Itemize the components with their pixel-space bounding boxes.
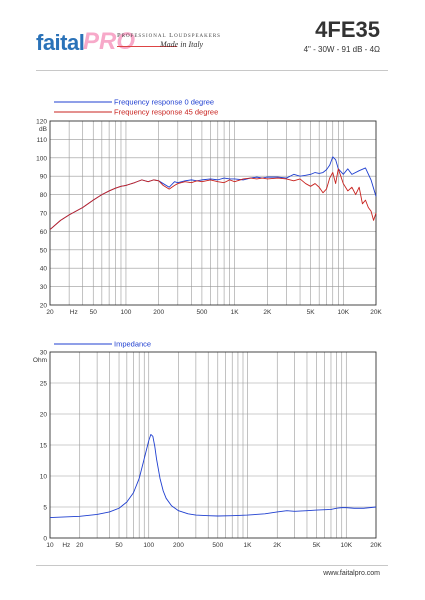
x-tick-label: 500	[212, 542, 223, 549]
footer-divider	[36, 565, 388, 566]
x-tick-label: 20K	[370, 309, 382, 316]
page-header: faital PRO Professional Loudspeakers Mad…	[0, 0, 425, 72]
x-tick-label: 20	[46, 309, 54, 316]
legend-label: Impedance	[114, 340, 151, 349]
brand-tagline: Professional Loudspeakers	[117, 32, 221, 39]
y-tick-label: 25	[40, 381, 48, 388]
y-tick-label: 90	[40, 174, 48, 181]
x-tick-label: 50	[115, 542, 123, 549]
x-tick-label: 200	[173, 542, 184, 549]
y-tick-label: 100	[36, 155, 47, 162]
y-tick-label: 110	[37, 137, 48, 144]
x-tick-label: 5K	[307, 309, 316, 316]
website-url: www.faitalpro.com	[323, 570, 380, 577]
x-tick-label: 50	[90, 309, 98, 316]
y-tick-label: 5	[43, 505, 47, 512]
y-tick-label: 80	[40, 192, 48, 199]
x-tick-label: 2K	[273, 542, 282, 549]
x-tick-label: Hz	[70, 309, 78, 316]
x-tick-label: 1K	[244, 542, 253, 549]
series-line-frequency-response-0-degree	[49, 156, 377, 230]
made-in-underline	[117, 46, 177, 47]
y-tick-label: 20	[40, 412, 48, 419]
x-tick-label: 10	[46, 542, 54, 549]
x-tick-label: 5K	[313, 542, 322, 549]
x-tick-label: 20K	[370, 542, 382, 549]
y-tick-label: 50	[40, 247, 48, 254]
y-tick-label: 30	[40, 350, 48, 357]
y-tick-label: 120	[36, 119, 47, 126]
y-tick-label: 60	[40, 229, 48, 236]
made-in-italy: Made in Italy	[160, 40, 204, 49]
plot-frame	[49, 351, 377, 539]
x-tick-label: 1K	[231, 309, 240, 316]
logo-pro-text: PRO	[83, 28, 136, 55]
y-axis-unit: dB	[39, 126, 47, 133]
y-tick-label: 10	[40, 474, 48, 481]
x-tick-label: 20	[76, 542, 84, 549]
x-tick-label: 100	[143, 542, 154, 549]
x-tick-label: 2K	[263, 309, 272, 316]
y-tick-label: 0	[43, 536, 47, 543]
y-tick-label: 30	[40, 284, 48, 291]
legend-label: Frequency response 0 degree	[114, 98, 214, 107]
y-axis-unit: Ohm	[33, 357, 47, 364]
series-line-impedance	[49, 434, 377, 518]
x-tick-label: Hz	[62, 542, 70, 549]
y-tick-label: 20	[40, 303, 48, 310]
y-tick-label: 70	[40, 211, 48, 218]
logo-faital-text: faital	[36, 30, 85, 55]
header-divider	[36, 70, 388, 71]
y-tick-label: 40	[40, 266, 48, 273]
x-tick-label: 200	[153, 309, 164, 316]
model-title: 4FE35	[315, 17, 380, 42]
x-tick-label: 10K	[340, 542, 352, 549]
legend-label: Frequency response 45 degree	[114, 108, 218, 117]
x-tick-label: 100	[121, 309, 132, 316]
x-tick-label: 500	[196, 309, 207, 316]
y-tick-label: 15	[40, 443, 48, 450]
x-tick-label: 10K	[337, 309, 349, 316]
model-specs: 4" - 30W - 91 dB - 4Ω	[303, 45, 380, 54]
series-line-frequency-response-45-degree	[49, 168, 377, 230]
